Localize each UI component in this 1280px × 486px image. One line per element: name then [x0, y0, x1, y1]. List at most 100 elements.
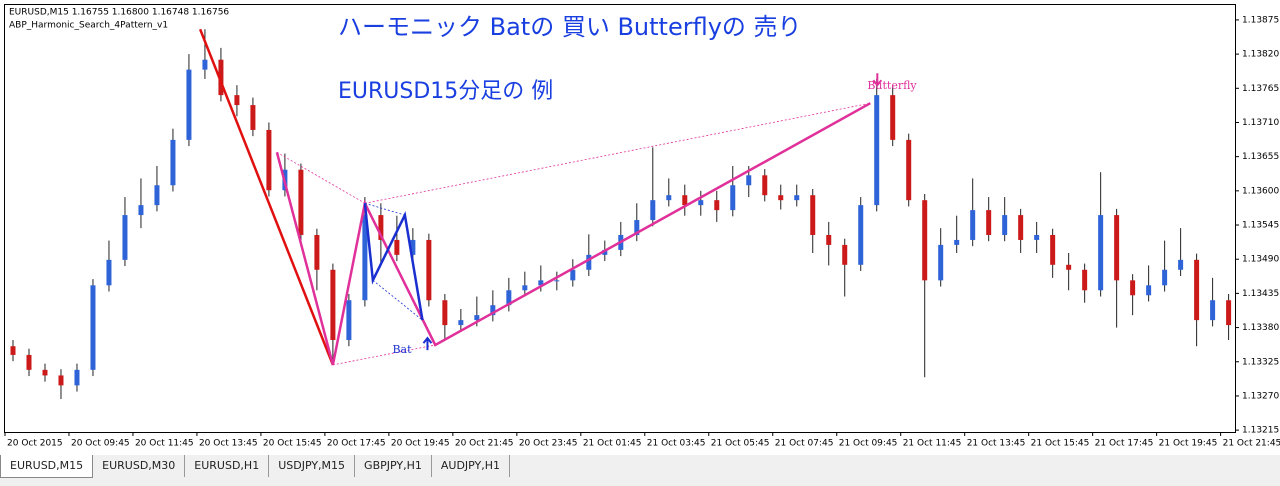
chart-tab[interactable]: EURUSD,M30 — [93, 455, 186, 477]
candle-body — [138, 205, 144, 216]
chart-tab[interactable]: GBPJPY,H1 — [355, 455, 432, 477]
candle-body — [490, 305, 496, 316]
chart-subtitle: EURUSD15分足の 例 — [338, 79, 553, 104]
chart: EURUSD,M15 1.16755 1.16800 1.16748 1.167… — [0, 0, 1280, 455]
chart-tab[interactable]: AUDJPY,H1 — [432, 455, 511, 477]
candle-body — [1034, 234, 1040, 240]
candle-body — [218, 59, 224, 96]
candle-body — [650, 200, 656, 221]
candle-body — [858, 205, 864, 265]
symbol-header: EURUSD,M15 1.16755 1.16800 1.16748 1.167… — [9, 8, 229, 18]
candle-body — [682, 195, 688, 206]
candle-body — [1114, 215, 1120, 281]
x-tick-label: 21 Oct 21:45 — [1223, 439, 1280, 449]
chart-title: ハーモニック Batの 買い Butterflyの 売り — [338, 13, 802, 41]
candle-body — [1066, 264, 1072, 270]
pattern-guide — [372, 280, 423, 321]
candle-body — [202, 59, 208, 70]
candle-body — [442, 300, 448, 326]
candle-body — [554, 280, 560, 282]
y-tick-label: 1.13600 — [1242, 186, 1279, 196]
candle-body — [330, 269, 336, 341]
chart-tab[interactable]: USDJPY,M15 — [269, 455, 356, 477]
chart-background — [0, 0, 1280, 455]
x-tick-label: 20 Oct 17:45 — [327, 439, 386, 449]
pattern-label: Bat — [392, 343, 412, 356]
candle-body — [10, 346, 16, 355]
y-tick-label: 1.13325 — [1242, 357, 1279, 367]
candle-body — [778, 195, 784, 201]
candle-body — [826, 234, 832, 245]
y-tick-label: 1.13435 — [1242, 289, 1279, 299]
y-tick-label: 1.13820 — [1242, 50, 1279, 60]
tab-bar: EURUSD,M15 EURUSD,M30 EURUSD,H1 USDJPY,M15 G… — [0, 455, 1280, 486]
x-tick-label: 21 Oct 13:45 — [967, 439, 1026, 449]
candle-body — [234, 95, 240, 106]
candle-body — [74, 369, 80, 386]
candle-body — [154, 185, 160, 206]
y-tick-label: 1.13710 — [1242, 118, 1279, 128]
candle-body — [186, 69, 192, 140]
pattern-guide — [332, 344, 436, 366]
candle-body — [970, 210, 976, 240]
candle-body — [954, 239, 960, 245]
pattern-guide — [276, 151, 366, 204]
candle-body — [1082, 269, 1088, 291]
x-tick-label: 20 Oct 23:45 — [519, 439, 578, 449]
candle-body — [1162, 269, 1168, 286]
x-tick-label: 21 Oct 03:45 — [647, 439, 706, 449]
candle-body — [986, 210, 992, 235]
y-tick-label: 1.13545 — [1242, 221, 1279, 231]
x-tick-label: 21 Oct 19:45 — [1159, 439, 1218, 449]
chart-tab[interactable]: EURUSD,M15 — [0, 455, 94, 478]
candle-body — [1130, 280, 1136, 296]
candle-body — [362, 215, 368, 301]
pattern-guide — [364, 102, 871, 204]
candle-body — [762, 175, 768, 196]
x-tick-label: 21 Oct 15:45 — [1031, 439, 1090, 449]
x-tick-label: 20 Oct 11:45 — [135, 439, 194, 449]
x-tick-label: 21 Oct 17:45 — [1095, 439, 1154, 449]
candle-body — [122, 215, 128, 260]
candle-body — [938, 244, 944, 281]
candle-body — [378, 215, 384, 240]
candle-body — [634, 220, 640, 235]
candle-body — [1098, 215, 1104, 291]
candle-body — [1002, 215, 1008, 235]
x-tick-label: 21 Oct 11:45 — [903, 439, 962, 449]
candle-body — [42, 369, 48, 376]
candle-body — [698, 200, 704, 206]
candle-body — [394, 239, 400, 255]
y-tick-label: 1.13765 — [1242, 84, 1279, 94]
x-tick-label: 20 Oct 15:45 — [263, 439, 322, 449]
plot-frame — [4, 4, 1236, 433]
candle-body — [730, 185, 736, 211]
chart-tab[interactable]: EURUSD,H1 — [185, 455, 270, 477]
candle-body — [1050, 234, 1056, 265]
y-tick-label: 1.13380 — [1242, 323, 1279, 333]
candle-body — [250, 105, 256, 130]
candle-body — [106, 259, 112, 286]
candle-body — [314, 234, 320, 270]
candle-body — [922, 200, 928, 281]
candle-body — [1018, 215, 1024, 240]
y-tick-label: 1.13655 — [1242, 152, 1279, 162]
candle-body — [474, 315, 480, 321]
candle-body — [458, 320, 464, 326]
x-tick-label: 20 Oct 13:45 — [199, 439, 258, 449]
candle-body — [842, 244, 848, 265]
x-tick-label: 21 Oct 07:45 — [775, 439, 834, 449]
candle-body — [1146, 285, 1152, 296]
y-tick-label: 1.13270 — [1242, 391, 1279, 401]
candle-body — [58, 375, 64, 386]
x-tick-label: 21 Oct 05:45 — [711, 439, 770, 449]
pattern-guide — [364, 202, 405, 216]
candle-body — [570, 269, 576, 281]
y-tick-label: 1.13215 — [1242, 426, 1279, 436]
x-tick-label: 20 Oct 09:45 — [71, 439, 130, 449]
x-tick-label: 21 Oct 09:45 — [839, 439, 898, 449]
candle-body — [506, 290, 512, 306]
candle-body — [1178, 259, 1184, 270]
x-tick-label: 20 Oct 19:45 — [391, 439, 450, 449]
